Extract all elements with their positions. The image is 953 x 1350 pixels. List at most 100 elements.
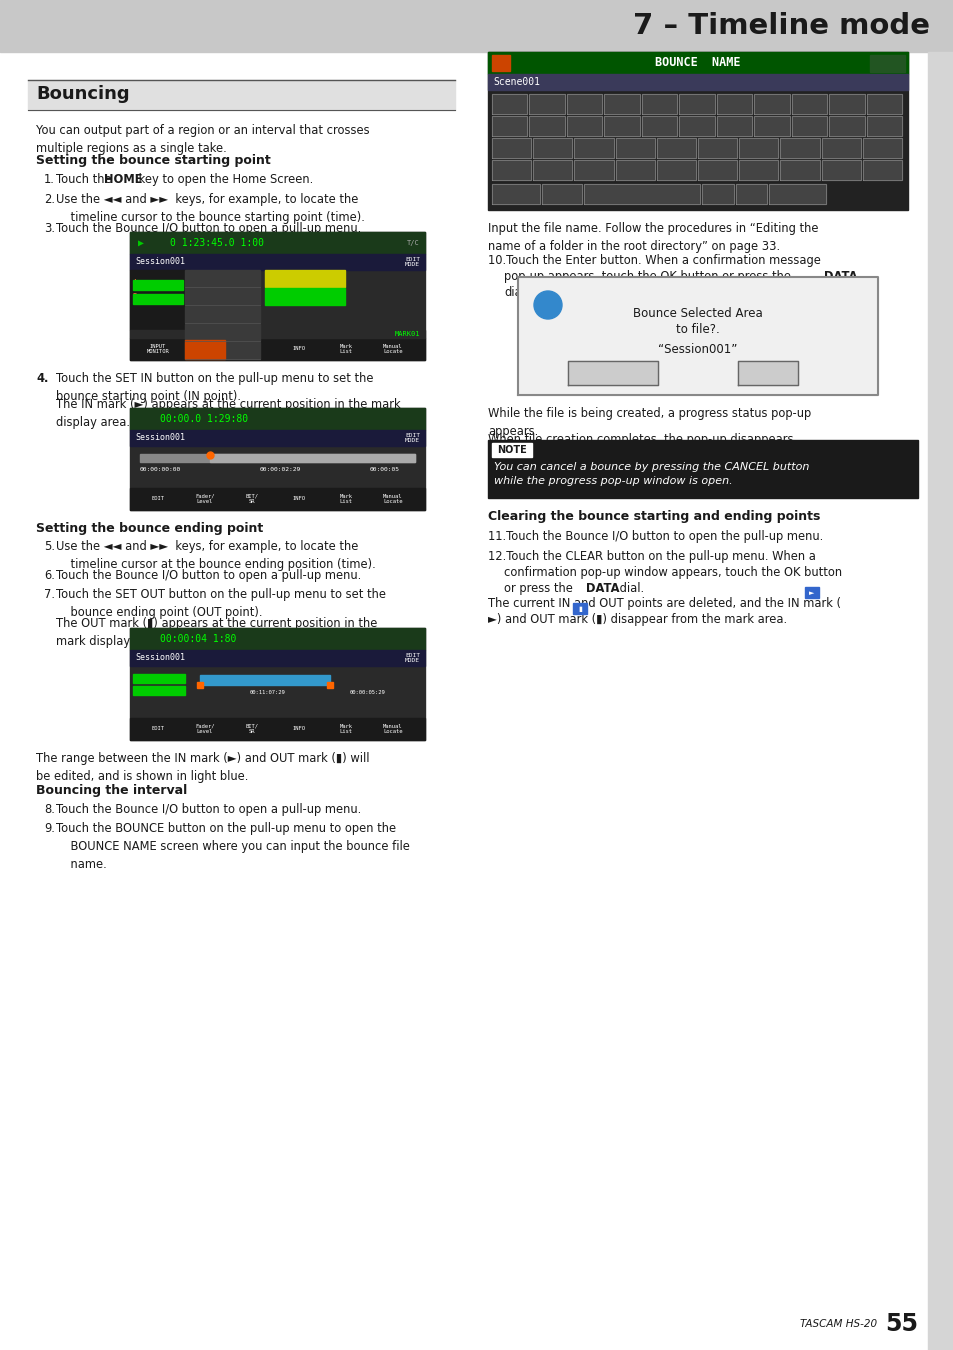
Text: 00:00:02:29: 00:00:02:29: [260, 467, 301, 472]
Bar: [791, 116, 826, 136]
Text: L: L: [132, 279, 137, 289]
Text: .: .: [797, 166, 801, 174]
Bar: [865, 116, 901, 136]
Text: 9.: 9.: [44, 822, 55, 836]
Text: 3: 3: [581, 100, 586, 108]
Bar: [768, 184, 825, 204]
Text: 1: 1: [507, 100, 512, 108]
Text: Touch the Bounce I/O button to open a pull-up menu.: Touch the Bounce I/O button to open a pu…: [56, 568, 361, 582]
Text: pop-up appears, touch the OK button or press the: pop-up appears, touch the OK button or p…: [503, 270, 794, 284]
Text: The current IN and OUT points are deleted, and the IN mark (: The current IN and OUT points are delete…: [488, 597, 841, 610]
Text: 2.: 2.: [44, 193, 55, 207]
Text: Mark
List: Mark List: [339, 494, 352, 505]
Text: EDIT: EDIT: [152, 497, 164, 501]
Text: Meta: Meta: [878, 58, 897, 68]
Text: 8.: 8.: [44, 803, 55, 815]
Bar: [566, 95, 601, 113]
Bar: [573, 603, 586, 614]
Text: 00:00.0 1:29:80: 00:00.0 1:29:80: [160, 414, 248, 424]
Bar: [615, 161, 654, 180]
Text: 7 – Timeline mode: 7 – Timeline mode: [633, 12, 929, 40]
Bar: [130, 408, 424, 510]
Text: INPUT
MONITOR: INPUT MONITOR: [147, 344, 170, 355]
Bar: [132, 674, 185, 683]
Bar: [132, 279, 183, 290]
Text: Manual
Locate: Manual Locate: [383, 494, 402, 505]
Bar: [492, 443, 532, 458]
Text: w: w: [544, 122, 549, 131]
Text: Touch the BOUNCE button on the pull-up menu to open the
    BOUNCE NAME screen w: Touch the BOUNCE button on the pull-up m…: [56, 822, 410, 871]
Text: z: z: [509, 166, 514, 174]
Text: Session001: Session001: [135, 433, 185, 443]
Text: ►) and OUT mark (▮) disappear from the mark area.: ►) and OUT mark (▮) disappear from the m…: [488, 613, 786, 626]
Text: L: L: [132, 675, 137, 680]
Text: Touch the Bounce I/O button to open a pull-up menu.: Touch the Bounce I/O button to open a pu…: [56, 803, 361, 815]
Bar: [132, 294, 183, 304]
Text: 3.: 3.: [44, 221, 55, 235]
Text: HOME: HOME: [104, 173, 142, 186]
Text: 00:00:05: 00:00:05: [370, 467, 399, 472]
Bar: [492, 184, 539, 204]
Bar: [656, 138, 696, 158]
Text: dial.: dial.: [616, 582, 643, 595]
Bar: [130, 232, 424, 254]
Text: BIT/
SR: BIT/ SR: [245, 494, 258, 505]
Bar: [739, 138, 778, 158]
Bar: [132, 686, 185, 695]
Bar: [28, 80, 455, 109]
Text: j: j: [756, 143, 760, 153]
Text: o: o: [806, 122, 811, 131]
Bar: [130, 431, 424, 446]
Text: t: t: [657, 122, 661, 131]
Text: r: r: [618, 122, 624, 131]
Bar: [574, 161, 613, 180]
Text: EDIT
MODE: EDIT MODE: [405, 256, 419, 267]
Bar: [698, 138, 737, 158]
Text: MARK01: MARK01: [395, 331, 419, 338]
Text: >: >: [748, 189, 753, 198]
Bar: [584, 184, 700, 204]
Text: Mark
List: Mark List: [339, 344, 352, 355]
Text: 6.: 6.: [44, 568, 55, 582]
Bar: [735, 184, 766, 204]
Bar: [716, 95, 751, 113]
Bar: [716, 116, 751, 136]
Bar: [739, 161, 778, 180]
Bar: [488, 53, 907, 211]
Text: The range between the IN mark (►) and OUT mark (▮) will
be edited, and is shown : The range between the IN mark (►) and OU…: [36, 752, 369, 783]
Text: 2: 2: [544, 100, 549, 108]
Bar: [488, 74, 907, 90]
Bar: [529, 95, 564, 113]
Text: Bouncing: Bouncing: [36, 85, 130, 103]
Text: d: d: [591, 143, 596, 153]
Bar: [754, 116, 789, 136]
Text: i: i: [769, 122, 774, 131]
Bar: [865, 95, 901, 113]
Bar: [679, 116, 714, 136]
Bar: [492, 138, 531, 158]
Text: confirmation pop-up window appears, touch the OK button: confirmation pop-up window appears, touc…: [503, 566, 841, 579]
Text: CANCEL: CANCEL: [207, 346, 236, 355]
Bar: [615, 138, 654, 158]
Text: ▶: ▶: [138, 238, 144, 248]
Text: OK: OK: [760, 369, 775, 378]
Text: h: h: [715, 143, 720, 153]
Bar: [828, 95, 863, 113]
Text: Space: Space: [630, 189, 653, 198]
Text: 10.Touch the Enter button. When a confirmation message: 10.Touch the Enter button. When a confir…: [488, 254, 820, 267]
Text: While the file is being created, a progress status pop-up
appears.: While the file is being created, a progr…: [488, 406, 810, 437]
Text: 00:00:04 1:80: 00:00:04 1:80: [160, 634, 236, 644]
Bar: [185, 288, 260, 305]
Text: NEXT
TAKE: NEXT TAKE: [245, 344, 258, 355]
Text: SET IN: SET IN: [207, 309, 236, 319]
Text: Use the ◄◄ and ►►  keys, for example, to locate the
    timeline cursor to the b: Use the ◄◄ and ►► keys, for example, to …: [56, 193, 364, 224]
Text: TASCAM HS-20: TASCAM HS-20: [800, 1319, 876, 1328]
Bar: [492, 161, 531, 180]
Text: 0: 0: [843, 100, 848, 108]
Text: n: n: [715, 166, 720, 174]
Bar: [567, 360, 658, 385]
Bar: [130, 232, 424, 360]
Bar: [641, 116, 677, 136]
Bar: [542, 184, 581, 204]
Bar: [130, 254, 424, 270]
